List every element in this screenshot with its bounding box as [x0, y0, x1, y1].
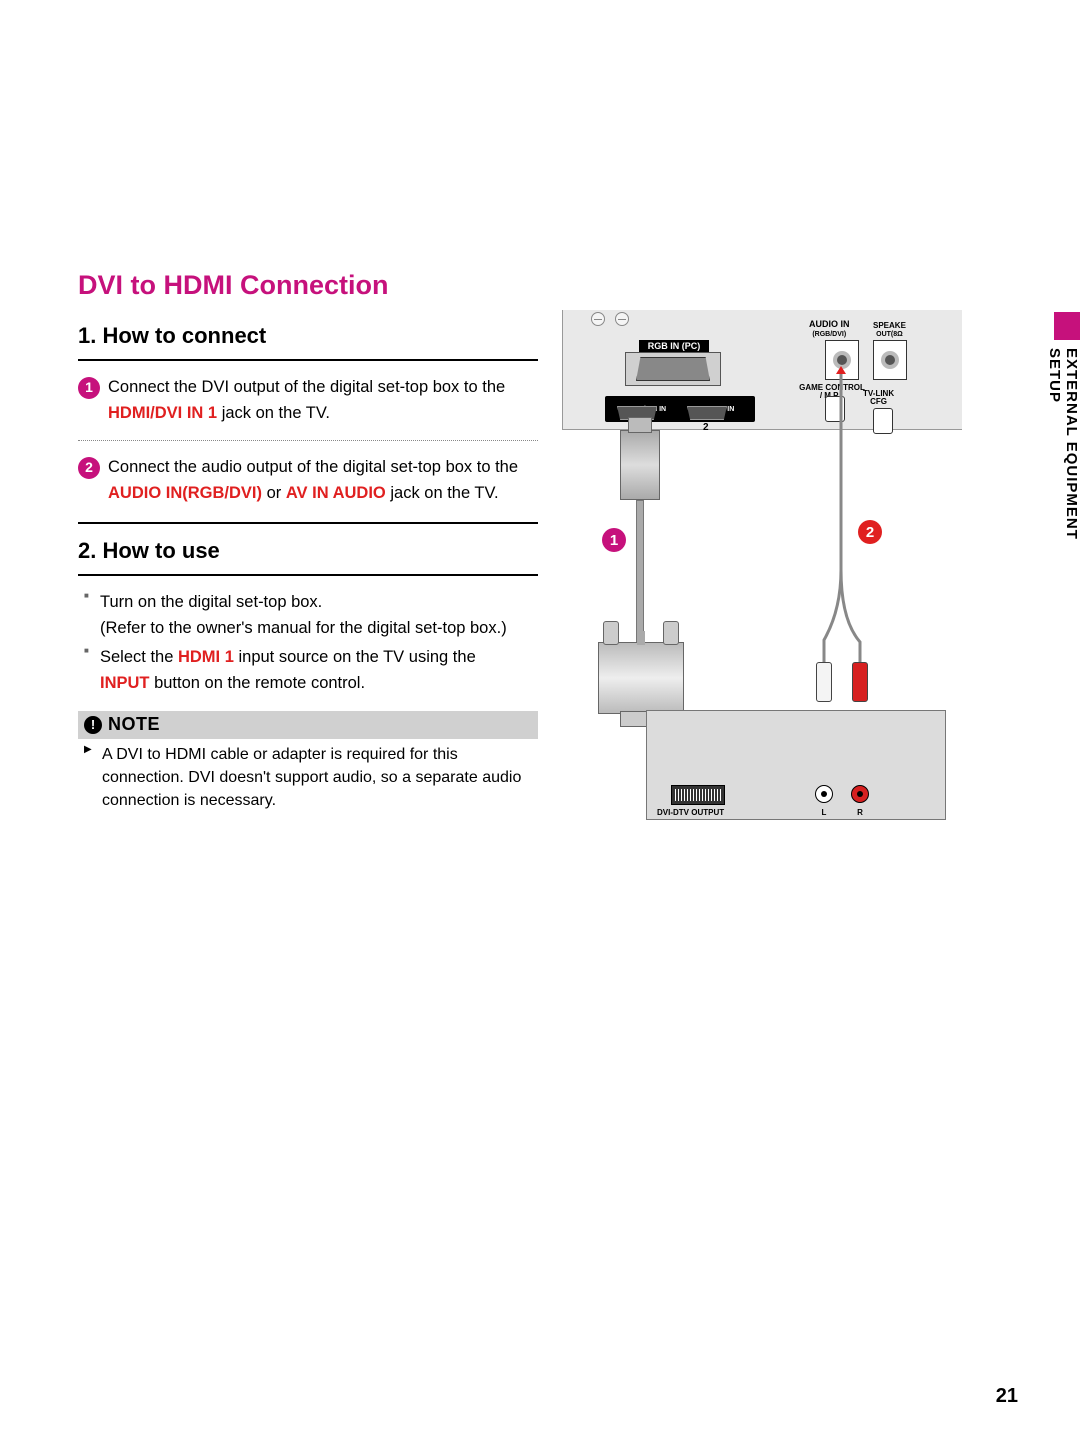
info-icon: ! — [84, 716, 102, 734]
divider-dotted — [78, 440, 538, 441]
list-highlight: HDMI 1 — [178, 648, 234, 666]
rca-jack-right — [851, 785, 869, 803]
callout-1: 1 — [602, 528, 626, 552]
hdmi-slot-2-label: 2 — [703, 422, 709, 433]
dvi-output-port-icon — [671, 785, 725, 805]
step-number-badge: 2 — [78, 457, 100, 479]
step-text: or — [262, 484, 286, 502]
note-body: A DVI to HDMI cable or adapter is requir… — [78, 739, 538, 813]
divider — [78, 359, 538, 361]
page-title: DVI to HDMI Connection — [78, 270, 1008, 301]
connect-step-1: 1 Connect the DVI output of the digital … — [78, 375, 538, 426]
connection-diagram: RGB IN (PC) AUDIO IN (RGB/DVI) SPEAKE OU… — [562, 310, 962, 840]
list-text: input source on the TV using the — [234, 648, 476, 666]
speaker-out-label: SPEAKE OUT(8Ω — [873, 322, 906, 338]
audio-in-label: AUDIO IN (RGB/DVI) — [809, 320, 850, 338]
dvi-output-label: DVI-DTV OUTPUT — [657, 808, 724, 817]
callout-2: 2 — [858, 520, 882, 544]
label-text: AUDIO IN — [809, 319, 850, 329]
cable-icon — [636, 500, 644, 650]
step-text: jack on the TV. — [217, 404, 330, 422]
screw-icon — [591, 312, 605, 326]
tv-back-panel: RGB IN (PC) AUDIO IN (RGB/DVI) SPEAKE OU… — [562, 310, 962, 430]
audio-in-port-icon — [825, 340, 859, 380]
section-tab: EXTERNAL EQUIPMENT SETUP — [1054, 312, 1080, 584]
tvlink-port-icon — [873, 408, 893, 434]
label-text: OUT(8Ω — [876, 331, 903, 338]
panel-screws — [591, 312, 629, 326]
label-text: SPEAKE — [873, 321, 906, 330]
list-highlight: INPUT — [100, 674, 150, 692]
divider — [78, 522, 538, 524]
step-highlight: HDMI/DVI IN 1 — [108, 404, 217, 422]
tvlink-label: TV-LINK CFG — [863, 390, 894, 406]
list-item: Select the HDMI 1 input source on the TV… — [78, 645, 558, 696]
step-text: Connect the audio output of the digital … — [108, 458, 518, 476]
step-text: jack on the TV. — [386, 484, 499, 502]
arrow-icon — [836, 366, 846, 374]
note-header: ! NOTE — [78, 711, 538, 739]
step-text: Connect the DVI output of the digital se… — [108, 378, 505, 396]
step-highlight: AUDIO IN(RGB/DVI) — [108, 484, 262, 502]
thumbscrew-icon — [603, 621, 619, 645]
hdmi-port-icon — [687, 406, 727, 420]
label-text: CFG — [870, 397, 887, 406]
note-box: ! NOTE A DVI to HDMI cable or adapter is… — [78, 711, 538, 813]
list-item: Turn on the digital set-top box. (Refer … — [78, 590, 558, 641]
note-label: NOTE — [108, 714, 160, 735]
page-number: 21 — [996, 1385, 1018, 1408]
rca-jack-left — [815, 785, 833, 803]
list-text: (Refer to the owner's manual for the dig… — [100, 619, 507, 637]
section-tab-color — [1054, 312, 1080, 340]
screw-icon — [615, 312, 629, 326]
section-tab-label: EXTERNAL EQUIPMENT SETUP — [1054, 340, 1080, 584]
dvi-plug-icon — [598, 642, 684, 714]
step-highlight: AV IN AUDIO — [286, 484, 386, 502]
step-number-badge: 1 — [78, 377, 100, 399]
list-text: Select the — [100, 648, 178, 666]
game-control-port-icon — [825, 396, 845, 422]
connect-step-2: 2 Connect the audio output of the digita… — [78, 455, 538, 506]
rca-r-label: R — [851, 808, 869, 817]
rca-l-label: L — [815, 808, 833, 817]
speaker-port-icon — [873, 340, 907, 380]
label-text: (RGB/DVI) — [812, 331, 846, 338]
thumbscrew-icon — [663, 621, 679, 645]
vga-port-icon — [625, 352, 721, 386]
list-text: button on the remote control. — [150, 674, 366, 692]
rgb-in-label: RGB IN (PC) — [639, 340, 709, 352]
settop-box-panel: DVI-DTV OUTPUT L R — [646, 710, 946, 820]
list-text: Turn on the digital set-top box. — [100, 593, 322, 611]
how-to-use-list: Turn on the digital set-top box. (Refer … — [78, 590, 558, 696]
hdmi-plug-icon — [620, 430, 660, 500]
divider — [78, 574, 538, 576]
